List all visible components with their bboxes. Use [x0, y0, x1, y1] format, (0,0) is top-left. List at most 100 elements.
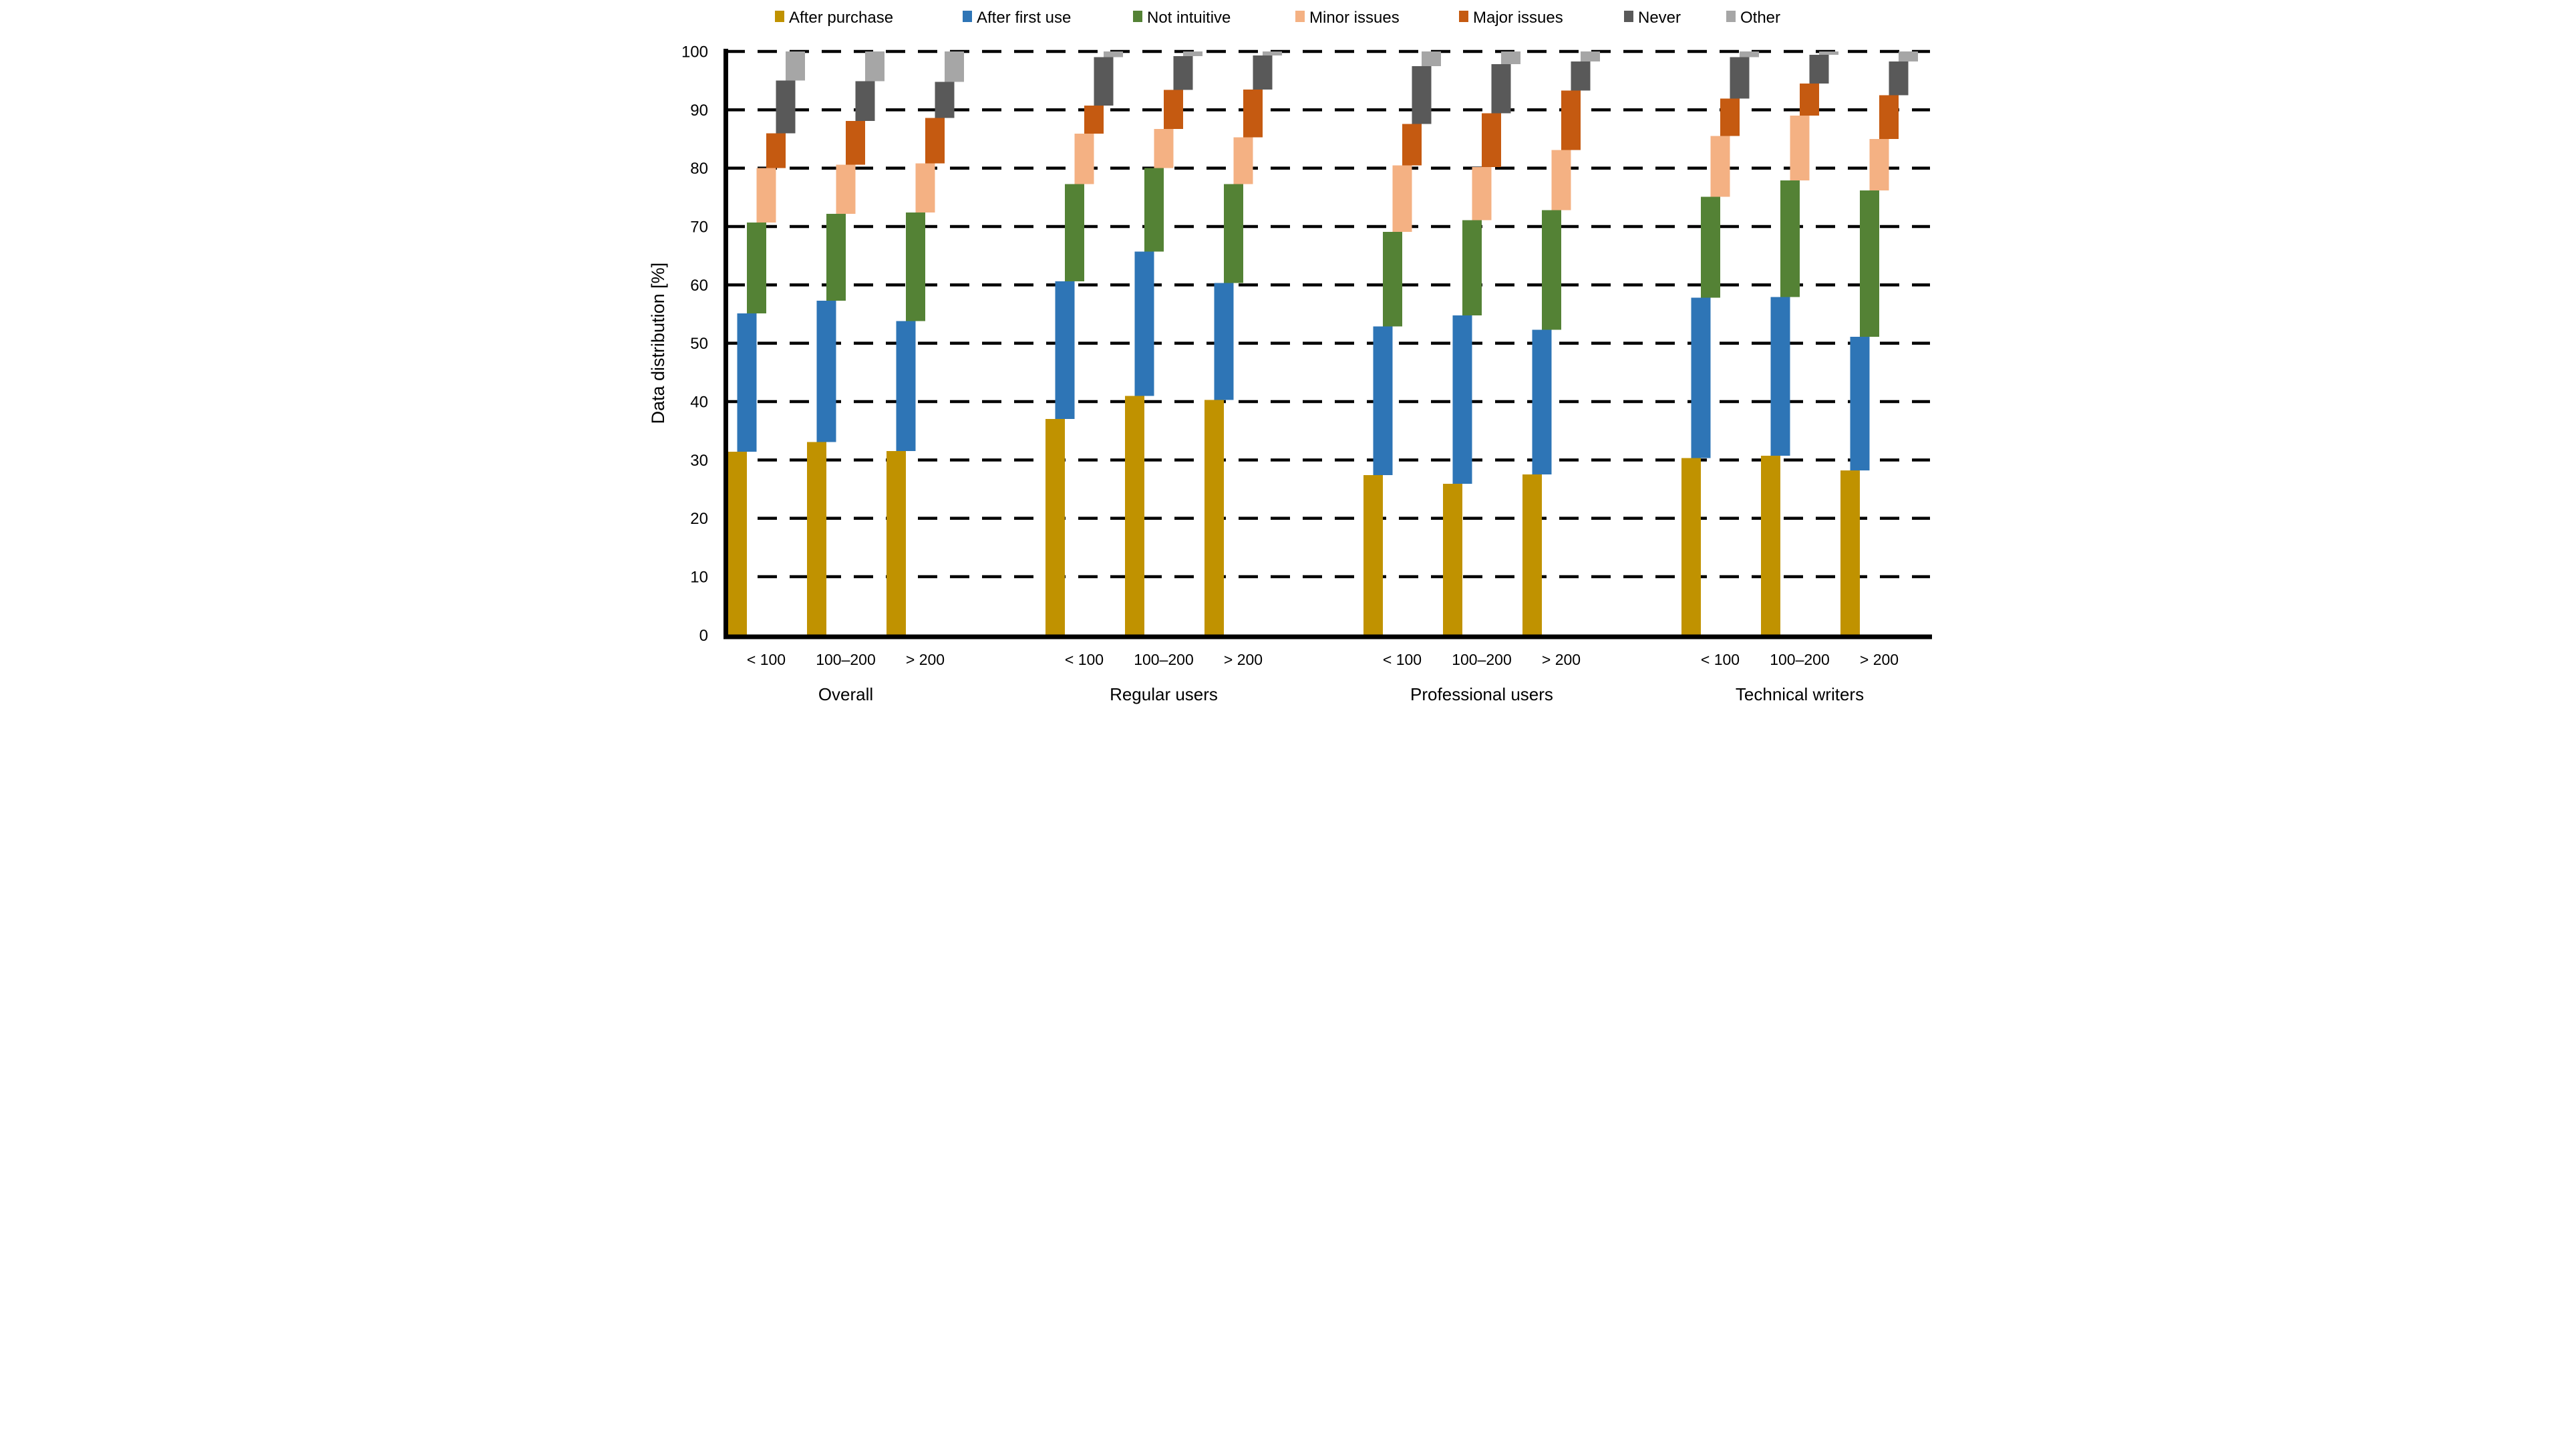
bar-segment-minor-issues [1551, 150, 1571, 210]
bar-segment-not-intuitive [1462, 220, 1482, 315]
stacked-bar-chart: 0 10 20 30 40 50 60 70 80 90 100 Data distribution … [644, 0, 1932, 716]
bar-segment-after-first-use [1055, 281, 1075, 420]
bar-segment-not-intuitive [1701, 196, 1720, 298]
bar-segment-after-first-use [1532, 329, 1552, 475]
bar-segment-major-issues [846, 120, 865, 165]
bar-segment-after-first-use [1134, 251, 1154, 396]
bar-segment-after-first-use [1691, 297, 1711, 458]
bar-segment-other [1183, 51, 1202, 56]
bar-segment-not-intuitive [1383, 231, 1402, 327]
y-tick-label: 30 [690, 452, 708, 470]
legend-label: Not intuitive [1147, 9, 1231, 27]
bar-segment-after-purchase [887, 451, 906, 635]
bar-segment-minor-issues [1154, 129, 1174, 168]
legend-label: After purchase [789, 9, 893, 27]
category-label: > 200 [1542, 651, 1581, 668]
bar-segment-after-purchase [1363, 475, 1383, 635]
bar-segment-minor-issues [1869, 139, 1889, 190]
bar-segment-after-purchase [807, 442, 826, 635]
bar-segment-not-intuitive [1065, 184, 1084, 282]
legend-swatch-after-purchase [775, 11, 784, 22]
bar-segment-after-first-use [1214, 283, 1234, 400]
bar-segment-other [1819, 51, 1838, 55]
legend-swatch-not-intuitive [1133, 11, 1142, 22]
legend-label: Other [1740, 9, 1780, 27]
bar-segment-after-first-use [816, 300, 836, 442]
category-label: 100–200 [816, 651, 876, 668]
bar-segment-not-intuitive [1144, 168, 1164, 252]
legend-swatch-never [1624, 11, 1633, 22]
bar-segment-major-issues [1243, 89, 1263, 138]
bar-segment-after-first-use [737, 313, 757, 452]
bar-segment-after-first-use [1452, 315, 1472, 484]
bar-segment-other [786, 51, 805, 81]
y-tick-label: 80 [690, 160, 708, 178]
bar-segment-never [1809, 55, 1829, 84]
bar-segment-minor-issues [1074, 134, 1094, 184]
bar-segment-after-first-use [1770, 297, 1790, 456]
category-label: > 200 [1860, 651, 1899, 668]
category-label: 100–200 [1770, 651, 1830, 668]
bar-segment-major-issues [1561, 90, 1581, 150]
bar-segment-after-purchase [1840, 470, 1860, 635]
bar-segment-other [1740, 51, 1759, 57]
bar-segment-not-intuitive [906, 212, 925, 321]
category-label: > 200 [906, 651, 945, 668]
bar-segment-other [1501, 51, 1520, 65]
bar-segment-major-issues [1482, 113, 1501, 167]
legend-label: Never [1638, 9, 1681, 27]
bar-segment-major-issues [766, 133, 786, 168]
y-tick-label: 60 [690, 277, 708, 295]
bar-segment-not-intuitive [1542, 210, 1561, 330]
bar-segment-never [855, 81, 875, 121]
bar-segment-after-purchase [1204, 400, 1224, 635]
bar-segment-other [1104, 51, 1123, 57]
category-label: < 100 [747, 651, 786, 668]
y-tick-label: 20 [690, 510, 708, 528]
category-label: > 200 [1224, 651, 1263, 668]
bar-segment-other [1422, 51, 1441, 66]
bar-segment-not-intuitive [1860, 190, 1879, 337]
bar-segment-other [945, 51, 964, 82]
bar-segment-major-issues [1164, 90, 1183, 130]
bar-segment-after-purchase [1443, 484, 1462, 635]
chart-container: 0 10 20 30 40 50 60 70 80 90 100 Data distribution … [644, 0, 1932, 716]
bar-segment-major-issues [1402, 124, 1422, 166]
y-tick-label: 40 [690, 394, 708, 412]
bar-segment-not-intuitive [747, 222, 766, 314]
y-tick-label: 50 [690, 335, 708, 353]
bar-segment-never [1571, 61, 1591, 91]
bar-segment-never [1730, 57, 1750, 99]
legend-swatch-major-issues [1459, 11, 1468, 22]
bar-segment-minor-issues [1790, 116, 1810, 181]
category-label: < 100 [1701, 651, 1740, 668]
bar-segment-major-issues [1800, 84, 1819, 116]
y-tick-label: 90 [690, 102, 708, 120]
bar-segment-minor-issues [1710, 136, 1730, 197]
y-axis-line [723, 49, 728, 639]
legend-label: Major issues [1473, 9, 1563, 27]
legend-swatch-other [1726, 11, 1736, 22]
bar-segment-never [1889, 61, 1909, 96]
bar-segment-never [1094, 57, 1114, 106]
bar-segment-minor-issues [915, 163, 935, 213]
bar-segment-not-intuitive [1224, 184, 1243, 283]
bar-segment-not-intuitive [826, 213, 846, 301]
bar-segment-minor-issues [1472, 166, 1492, 221]
bar-segment-never [1412, 65, 1432, 124]
bar-segment-other [1899, 51, 1918, 61]
category-label: 100–200 [1134, 651, 1194, 668]
bar-segment-never [935, 82, 955, 118]
group-label: Overall [818, 684, 873, 704]
y-tick-label: 100 [681, 43, 708, 61]
bar-segment-never [1253, 55, 1273, 90]
legend-label: Minor issues [1309, 9, 1400, 27]
bar-segment-after-purchase [1761, 456, 1780, 635]
legend-swatch-after-first-use [963, 11, 972, 22]
bar-segment-other [1581, 51, 1600, 61]
bar-segment-never [776, 80, 796, 134]
bar-segment-major-issues [1720, 98, 1740, 136]
y-axis-title: Data distribution [%] [648, 263, 668, 424]
category-label: 100–200 [1452, 651, 1512, 668]
y-tick-label: 0 [699, 627, 708, 645]
